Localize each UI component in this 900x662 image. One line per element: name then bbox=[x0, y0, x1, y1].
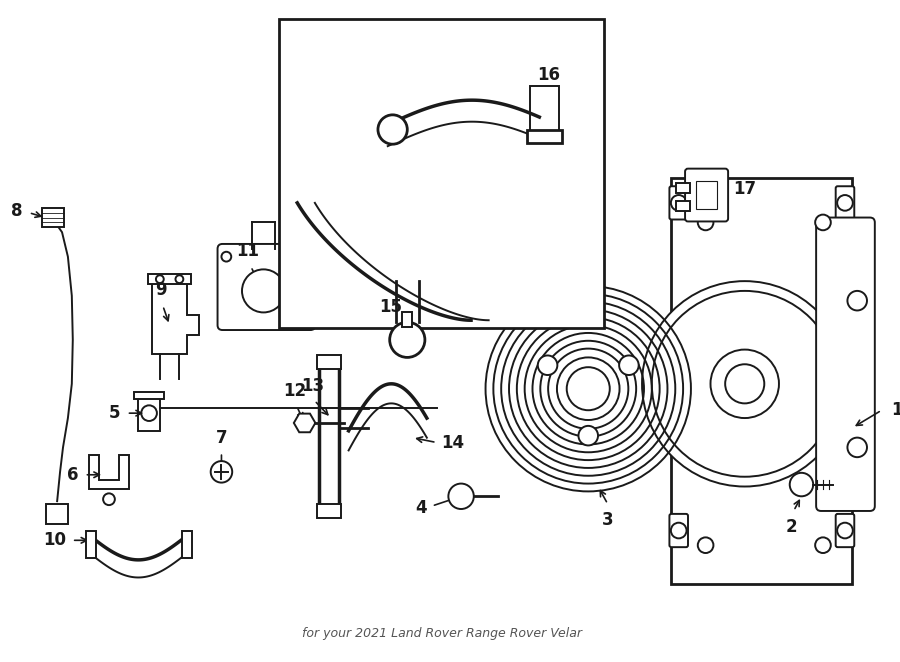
FancyBboxPatch shape bbox=[836, 186, 854, 220]
Text: 7: 7 bbox=[216, 430, 228, 448]
Circle shape bbox=[837, 195, 853, 211]
Text: 6: 6 bbox=[68, 466, 78, 484]
Circle shape bbox=[557, 357, 619, 420]
Circle shape bbox=[104, 493, 115, 505]
Text: 11: 11 bbox=[237, 242, 259, 260]
Text: 16: 16 bbox=[537, 66, 561, 83]
Bar bbox=[279, 19, 605, 328]
Text: 14: 14 bbox=[442, 434, 464, 453]
Bar bbox=[526, 130, 562, 143]
Bar bbox=[148, 274, 191, 284]
Circle shape bbox=[211, 461, 232, 483]
Text: 2: 2 bbox=[786, 518, 797, 536]
FancyBboxPatch shape bbox=[670, 186, 688, 220]
Circle shape bbox=[725, 364, 764, 403]
FancyBboxPatch shape bbox=[670, 514, 688, 547]
Circle shape bbox=[670, 195, 687, 211]
Circle shape bbox=[670, 523, 687, 538]
Circle shape bbox=[579, 426, 598, 446]
Circle shape bbox=[698, 538, 714, 553]
Circle shape bbox=[156, 275, 164, 283]
Circle shape bbox=[815, 538, 831, 553]
Circle shape bbox=[652, 291, 838, 477]
Circle shape bbox=[378, 115, 408, 144]
Text: for your 2021 Land Rover Range Rover Velar: for your 2021 Land Rover Range Rover Vel… bbox=[302, 627, 581, 639]
Bar bbox=[86, 530, 96, 558]
Text: 15: 15 bbox=[379, 299, 402, 316]
Text: 12: 12 bbox=[284, 383, 306, 401]
Circle shape bbox=[221, 252, 231, 261]
Bar bbox=[318, 504, 341, 518]
Bar bbox=[676, 201, 690, 211]
Circle shape bbox=[176, 275, 184, 283]
Circle shape bbox=[390, 322, 425, 357]
Bar bbox=[47, 504, 68, 524]
Text: 17: 17 bbox=[733, 180, 756, 198]
Text: 3: 3 bbox=[602, 511, 614, 529]
Bar bbox=[671, 179, 852, 585]
Polygon shape bbox=[152, 281, 199, 354]
Bar bbox=[139, 396, 160, 431]
Circle shape bbox=[642, 281, 848, 487]
Circle shape bbox=[789, 473, 814, 496]
Circle shape bbox=[567, 367, 610, 410]
Text: 9: 9 bbox=[155, 281, 166, 299]
Text: 4: 4 bbox=[415, 499, 427, 517]
Circle shape bbox=[710, 350, 779, 418]
FancyBboxPatch shape bbox=[836, 514, 854, 547]
Polygon shape bbox=[293, 414, 315, 432]
Bar bbox=[696, 181, 717, 209]
Polygon shape bbox=[89, 455, 129, 489]
Text: 1: 1 bbox=[891, 401, 900, 419]
Bar bbox=[183, 530, 192, 558]
Circle shape bbox=[296, 310, 306, 320]
Bar bbox=[42, 208, 64, 227]
FancyBboxPatch shape bbox=[685, 169, 728, 222]
Circle shape bbox=[619, 355, 639, 375]
Circle shape bbox=[837, 523, 853, 538]
Circle shape bbox=[815, 214, 831, 230]
Text: 10: 10 bbox=[43, 532, 66, 549]
Circle shape bbox=[848, 438, 867, 457]
Text: 13: 13 bbox=[301, 377, 324, 395]
Bar bbox=[676, 183, 690, 193]
Text: 8: 8 bbox=[12, 202, 22, 220]
Circle shape bbox=[242, 269, 285, 312]
Circle shape bbox=[448, 483, 473, 509]
Text: 5: 5 bbox=[109, 404, 121, 422]
Circle shape bbox=[848, 291, 867, 310]
Bar bbox=[402, 312, 412, 327]
Bar bbox=[134, 392, 164, 399]
Circle shape bbox=[538, 355, 557, 375]
FancyBboxPatch shape bbox=[218, 244, 315, 330]
Bar bbox=[318, 355, 341, 369]
Circle shape bbox=[698, 214, 714, 230]
FancyBboxPatch shape bbox=[816, 218, 875, 511]
Bar bbox=[529, 85, 559, 139]
